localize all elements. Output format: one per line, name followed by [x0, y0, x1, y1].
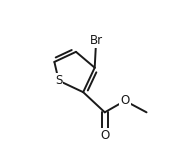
- Text: O: O: [100, 129, 109, 142]
- Text: O: O: [120, 94, 130, 107]
- Text: Br: Br: [90, 34, 103, 47]
- Text: S: S: [55, 74, 62, 87]
